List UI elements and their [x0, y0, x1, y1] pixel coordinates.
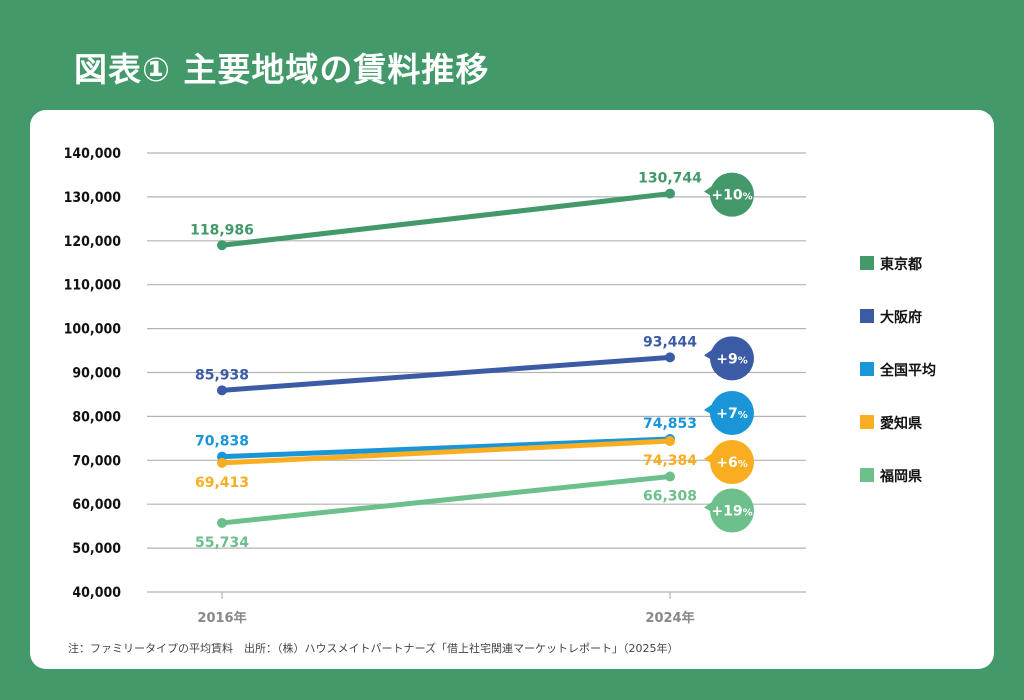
legend-item: 東京都 [860, 256, 922, 273]
change-bubble: +19% [704, 488, 754, 533]
bubble-circle [710, 390, 754, 435]
x-tick-label: 2024年 [645, 610, 694, 626]
legend-item: 愛知県 [860, 415, 922, 432]
x-axis: 2016年 2024年 [197, 592, 695, 626]
series-line [219, 436, 673, 460]
change-bubble: +6% [704, 440, 754, 485]
bubble-circle [710, 488, 754, 533]
change-bubbles: +10% +9% +7% +6% +19% [704, 172, 754, 533]
change-bubble: +7% [704, 390, 754, 435]
y-tick-label: 100,000 [64, 322, 122, 338]
chart-title: 図表① 主要地域の賃料推移 [74, 50, 490, 89]
series-line [219, 438, 673, 466]
legend-swatch [860, 309, 874, 323]
data-point [217, 240, 227, 251]
legend-swatch [860, 468, 874, 482]
gridlines [147, 152, 806, 593]
y-tick-label: 40,000 [72, 585, 121, 601]
data-label: 74,384 [643, 453, 697, 469]
change-label: +7% [716, 406, 748, 422]
source-note: 注：ファミリータイプの平均賃料 出所：（株）ハウスメイトパートナーズ「借上社宅関… [68, 642, 679, 655]
data-point [217, 517, 227, 528]
legend-item: 福岡県 [860, 468, 922, 485]
data-label: 74,853 [643, 416, 697, 432]
data-label: 130,744 [638, 171, 702, 187]
bubble-circle [710, 440, 754, 485]
y-tick-label: 70,000 [72, 453, 121, 469]
data-label: 93,444 [643, 334, 697, 350]
data-label: 55,734 [195, 535, 249, 551]
change-bubble: +9% [704, 336, 754, 381]
legend-label: 大阪府 [880, 309, 922, 326]
y-tick-label: 140,000 [64, 146, 122, 162]
legend-label: 東京都 [880, 256, 922, 273]
data-label: 66,308 [643, 489, 697, 505]
y-tick-label: 90,000 [72, 366, 121, 382]
legend-label: 福岡県 [879, 468, 922, 485]
change-label: +6% [716, 455, 748, 471]
y-tick-label: 80,000 [72, 409, 121, 425]
data-point [665, 436, 675, 447]
bubble-circle [710, 336, 754, 381]
data-labels: 118,986 130,744 85,938 93,444 70,838 74,853 69… [190, 171, 702, 551]
chart-card [30, 110, 994, 669]
y-tick-label: 60,000 [72, 497, 121, 513]
series-lines [217, 188, 675, 528]
change-label: +9% [716, 351, 748, 367]
change-label: +19% [711, 504, 752, 520]
data-label: 85,938 [195, 367, 249, 383]
y-tick-label: 130,000 [64, 190, 122, 206]
data-point [665, 188, 675, 199]
legend-label: 全国平均 [879, 362, 936, 379]
legend-item: 大阪府 [860, 309, 922, 326]
y-tick-label: 110,000 [64, 278, 122, 294]
x-tick-label: 2016年 [197, 610, 246, 626]
data-label: 70,838 [195, 434, 249, 450]
legend-swatch [860, 362, 874, 376]
data-point [217, 457, 227, 468]
legend-label: 愛知県 [880, 415, 922, 432]
series-line [219, 354, 673, 393]
data-label: 69,413 [195, 475, 249, 491]
bubble-circle [710, 172, 754, 217]
series-line [219, 191, 673, 248]
change-bubble: +10% [704, 172, 754, 217]
legend-item: 全国平均 [860, 362, 936, 379]
y-tick-label: 120,000 [64, 234, 122, 250]
legend-swatch [860, 415, 874, 429]
legend-swatch [860, 256, 874, 270]
change-label: +10% [711, 188, 752, 204]
data-label: 118,986 [190, 222, 254, 238]
y-axis: 40,000 50,000 60,000 70,000 80,000 90,000 100,… [64, 146, 122, 601]
data-point [665, 352, 675, 363]
data-point [665, 471, 675, 482]
series-line [219, 474, 673, 526]
y-tick-label: 50,000 [72, 541, 121, 557]
data-point [217, 385, 227, 396]
